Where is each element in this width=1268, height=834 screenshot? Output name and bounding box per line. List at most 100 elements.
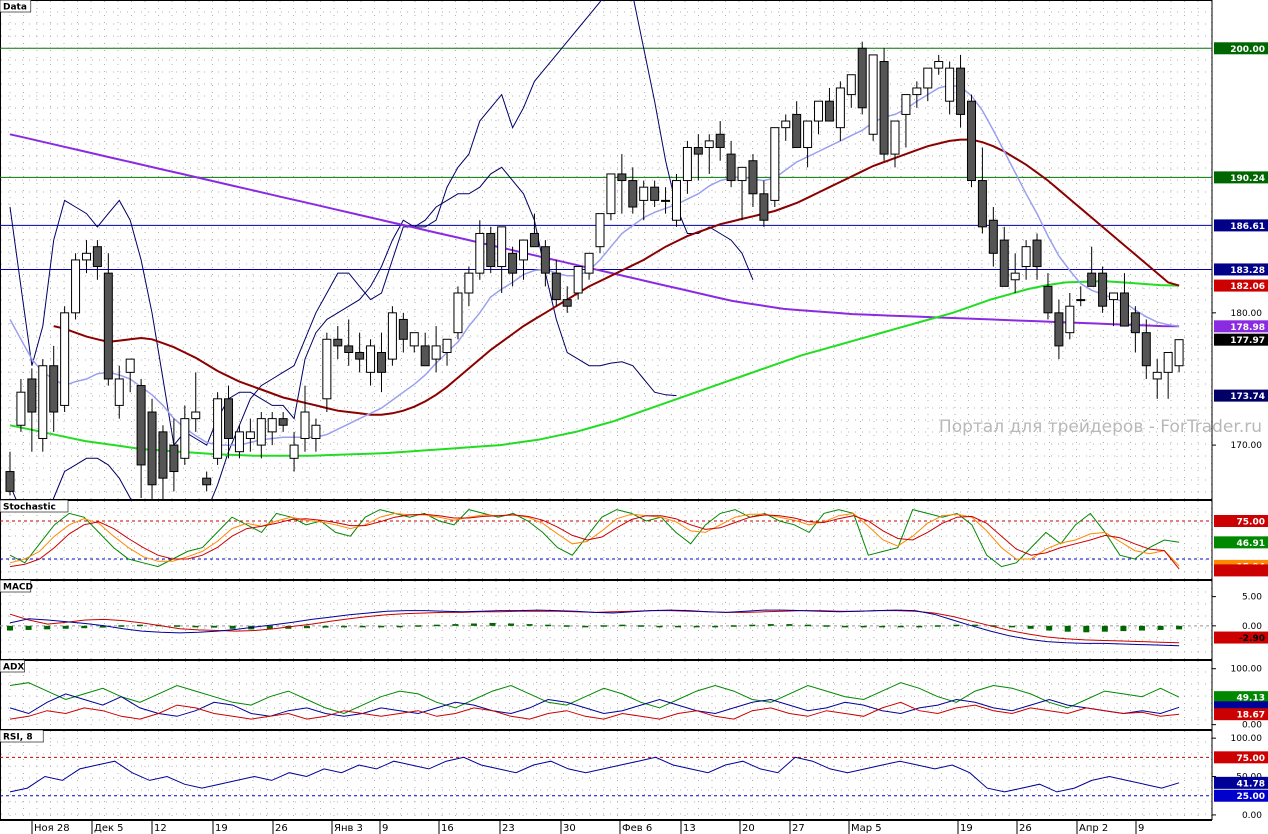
price-scale [1212, 0, 1268, 500]
x-tick-label: Фев 6 [622, 823, 652, 834]
value-tag-label: 49.13 [1237, 694, 1265, 704]
macd-histogram-bar [433, 624, 440, 627]
candle [671, 173, 681, 227]
candle [606, 173, 616, 221]
candle-body [256, 418, 266, 446]
candle [1141, 319, 1151, 379]
candle [387, 306, 397, 366]
macd-histogram-bar [767, 624, 774, 626]
x-tick-label: Янв 3 [334, 823, 363, 834]
candle [420, 332, 430, 367]
candle [125, 358, 135, 393]
candle [923, 67, 933, 102]
panel-title: MACD [3, 583, 33, 593]
candle [1163, 352, 1173, 399]
candle-body [639, 186, 649, 201]
candle [169, 418, 179, 492]
level-tag-label: 186.61 [1230, 222, 1265, 232]
candle [748, 154, 758, 208]
panel-frame [0, 660, 1213, 730]
candle [1130, 306, 1140, 353]
candle-body [267, 418, 277, 433]
candle-body [475, 232, 485, 274]
panel-title-box [0, 0, 32, 13]
candle [431, 326, 441, 373]
y-tick-label: 100.00 [1231, 734, 1263, 744]
value-tag [1214, 333, 1268, 346]
candle [519, 239, 529, 280]
candle [693, 134, 703, 181]
ma-green [9, 280, 1180, 457]
candle-body [442, 338, 452, 354]
candle-body [704, 140, 714, 148]
macd-histogram-bar [7, 625, 13, 631]
candle [1119, 273, 1129, 327]
value-tag [1214, 708, 1268, 721]
value-tag [1214, 515, 1268, 527]
candle [628, 167, 638, 214]
macd-histogram-bar [934, 625, 941, 627]
macd-histogram-bar [1046, 625, 1053, 631]
value-tag-label: 182.06 [1230, 282, 1265, 292]
candle-body [770, 127, 780, 201]
candle [409, 332, 419, 353]
candle-body [1098, 272, 1108, 307]
candle-body [387, 312, 397, 360]
x-axis-band [0, 820, 1268, 834]
candle-body [114, 378, 124, 406]
y-tick-label: 170.00 [1231, 441, 1263, 451]
candle-body [1021, 246, 1031, 268]
candle [912, 81, 922, 108]
candle [202, 471, 212, 492]
macd-histogram-bar [749, 624, 756, 627]
candle-body [453, 292, 463, 334]
candle [1152, 359, 1162, 399]
series-line-0 [9, 509, 1180, 568]
candle-body [103, 272, 113, 380]
panel-frame [0, 580, 1213, 660]
candle [1098, 266, 1108, 313]
candle-body [945, 67, 955, 102]
candle [81, 240, 91, 274]
candle-body [1032, 239, 1042, 268]
candle-body [1076, 299, 1086, 302]
candle-body [977, 180, 987, 228]
value-tag [1214, 320, 1268, 333]
macd-histogram-bar [303, 625, 310, 629]
candle [617, 154, 627, 214]
value-tag [1214, 776, 1268, 789]
candle-body [409, 332, 419, 347]
candle [934, 54, 944, 75]
macd-histogram-bar [545, 624, 552, 627]
candle-body [1141, 332, 1151, 367]
macd-histogram-bar [452, 624, 459, 626]
candle-body [901, 94, 911, 115]
candle [770, 127, 780, 208]
candle [737, 166, 747, 221]
candle [879, 48, 889, 161]
candle-body [213, 398, 223, 459]
candle [49, 345, 59, 432]
candle [486, 226, 496, 274]
macd-histogram-bar [229, 625, 236, 629]
macd-histogram-bar [415, 625, 422, 627]
macd-histogram-bar [879, 625, 886, 628]
panel-title-box [0, 659, 25, 673]
macd-histogram-bar [211, 625, 218, 628]
candle [366, 339, 376, 386]
macd-histogram-bar [136, 624, 143, 627]
candle-body [158, 431, 168, 479]
candle-body [311, 424, 321, 439]
candle-body [486, 232, 496, 268]
macd-histogram-bar [489, 622, 496, 626]
candle [966, 94, 976, 188]
candle [956, 54, 966, 128]
panel-title: Stochastic [3, 503, 56, 513]
grid [1, 501, 1212, 579]
macd-histogram-bar [582, 625, 589, 628]
macd-histogram-bar [1138, 625, 1145, 631]
macd-histogram-bar [823, 625, 830, 627]
series-line-1 [9, 512, 1180, 567]
series-line-2 [9, 513, 1180, 570]
